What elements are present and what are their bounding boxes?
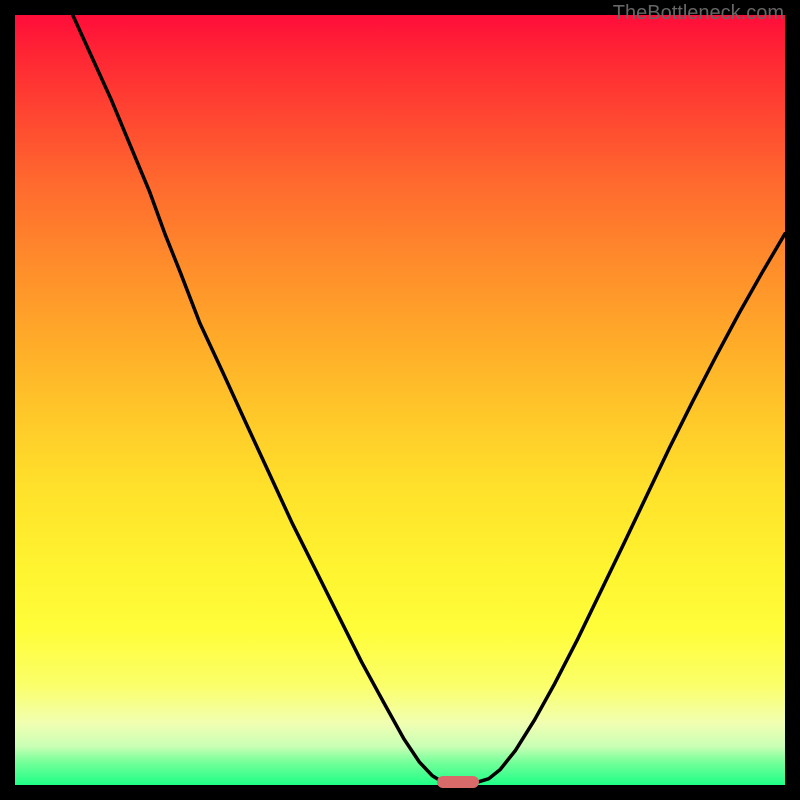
watermark-text: TheBottleneck.com <box>613 2 784 25</box>
curve-path <box>73 15 785 783</box>
minimum-marker <box>437 776 479 788</box>
bottleneck-curve <box>15 15 785 785</box>
